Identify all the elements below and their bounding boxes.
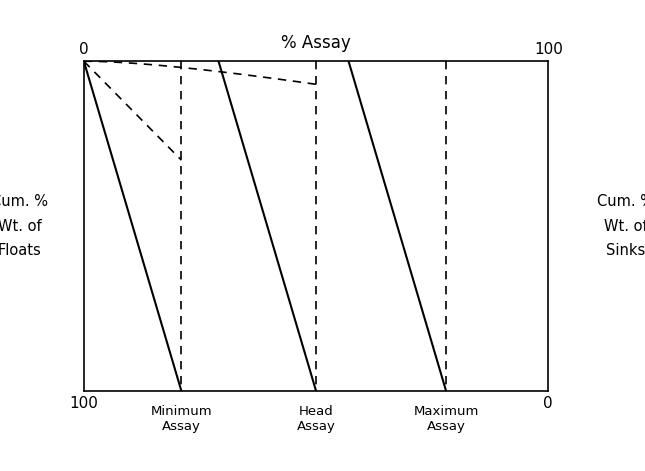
Text: Cum. %
Wt. of
Sinks: Cum. % Wt. of Sinks: [597, 194, 645, 258]
Text: Minimum
Assay: Minimum Assay: [150, 405, 212, 433]
Text: % Assay: % Assay: [281, 34, 351, 52]
Text: Cum. %
Wt. of
Floats: Cum. % Wt. of Floats: [0, 194, 48, 258]
Text: Head
Assay: Head Assay: [297, 405, 335, 433]
Text: 0: 0: [79, 41, 88, 57]
Text: 100: 100: [534, 41, 562, 57]
Text: 0: 0: [544, 396, 553, 411]
Text: Maximum
Assay: Maximum Assay: [413, 405, 479, 433]
Text: 100: 100: [70, 396, 98, 411]
